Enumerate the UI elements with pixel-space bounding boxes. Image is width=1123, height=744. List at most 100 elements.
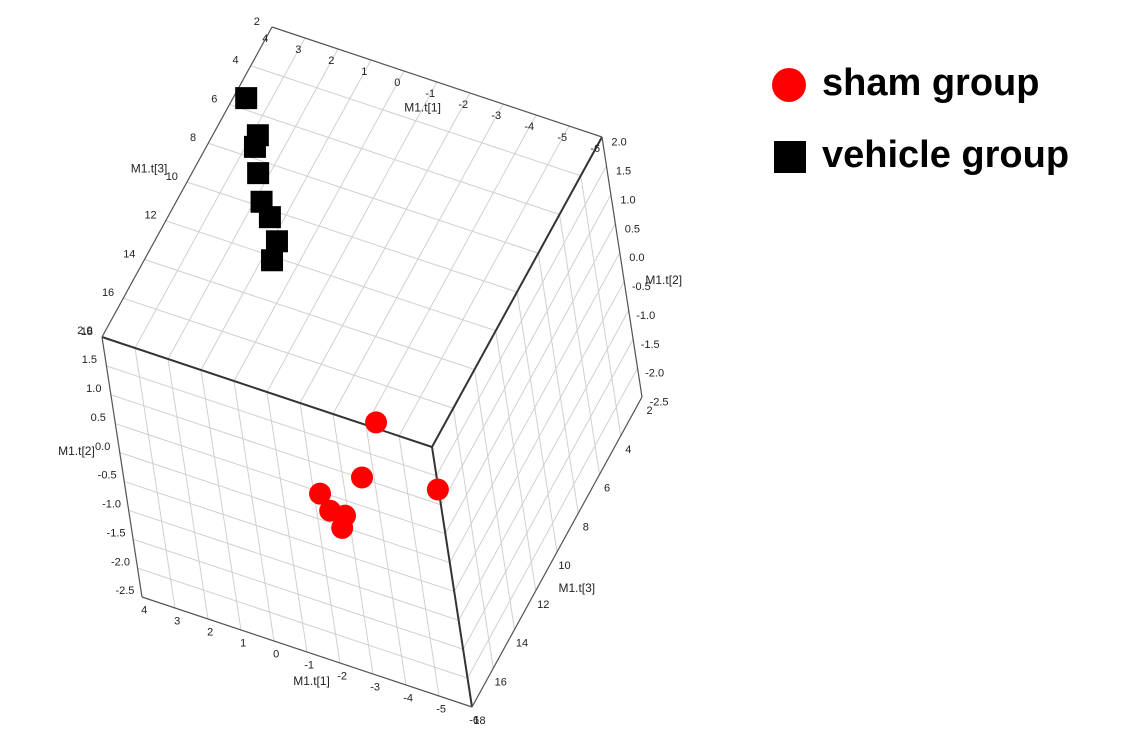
tick-label: 10: [166, 171, 178, 183]
axis-title: M1.t[3]: [558, 581, 595, 595]
tick-label: -2.0: [111, 556, 130, 568]
tick-label: -1.0: [102, 499, 121, 511]
grid-line: [200, 369, 242, 631]
tick-label: 0.5: [625, 223, 640, 235]
tick-label: -2.5: [115, 585, 134, 597]
tick-label: 0.5: [91, 412, 106, 424]
tick-label: 2.0: [611, 137, 626, 149]
box-edge: [471, 396, 643, 708]
data-point: [243, 135, 266, 158]
tick-label: 2: [328, 55, 334, 67]
grid-line: [559, 214, 600, 475]
tick-label: 0.0: [629, 252, 644, 264]
grid-line: [137, 567, 468, 679]
grid-line: [516, 291, 558, 553]
tick-label: 0.0: [95, 441, 110, 453]
grid-line: [110, 394, 442, 506]
tick-label: 10: [558, 560, 570, 572]
tick-label: 18: [81, 326, 93, 338]
grid-line: [167, 358, 209, 620]
tick-label: 8: [190, 132, 196, 144]
tick-label: 2: [207, 627, 213, 639]
tick-label: -1.0: [636, 310, 655, 322]
tick-label: 6: [211, 93, 217, 105]
tick-label: 1: [240, 638, 246, 650]
tick-label: -2.5: [650, 397, 669, 409]
data-point: [365, 411, 388, 434]
tick-label: 2.0: [77, 325, 92, 337]
tick-label: 12: [144, 210, 156, 222]
tick-label: 6: [604, 483, 610, 495]
grid-line: [474, 369, 515, 630]
tick-label: -6: [590, 143, 600, 155]
tick-label: -3: [370, 682, 380, 694]
legend-label: vehicle group: [822, 134, 1069, 176]
tick-label: 1.5: [616, 165, 631, 177]
tick-label: -6: [469, 715, 479, 727]
grid-line: [250, 65, 581, 177]
tick-label: -2.0: [645, 368, 664, 380]
tick-label: 14: [516, 638, 528, 650]
tick-label: 0: [394, 77, 400, 89]
grid-line: [119, 452, 450, 564]
tick-label: 4: [262, 33, 268, 45]
grid-line: [165, 220, 496, 332]
grid-line: [458, 310, 630, 621]
grid-line: [398, 435, 440, 697]
grid-line: [124, 480, 455, 592]
grid-line: [537, 253, 579, 514]
tick-label: 1: [361, 66, 367, 78]
tick-label: -0.5: [98, 470, 117, 482]
grid-line: [134, 347, 176, 609]
tick-label: 8: [583, 521, 589, 533]
grid-line: [444, 223, 616, 534]
tick-label: 16: [102, 287, 114, 299]
tick-label: 4: [625, 444, 631, 456]
tick-label: -1: [304, 660, 314, 672]
grid-line: [453, 281, 625, 592]
tick-label: 3: [174, 616, 180, 628]
data-point: [261, 249, 284, 272]
tick-label: -4: [524, 121, 534, 133]
tick-label: 0: [273, 649, 279, 661]
grid-line: [106, 365, 437, 477]
tick-label: 1.5: [82, 354, 97, 366]
tick-label: 18: [473, 715, 485, 727]
tick-label: 16: [495, 676, 507, 688]
tick-label: -2: [458, 99, 468, 111]
grid-line: [495, 330, 537, 591]
tick-label: -0.5: [632, 281, 651, 293]
grid-line: [144, 259, 475, 370]
data-point: [235, 87, 258, 110]
grid-line: [266, 391, 308, 653]
data-point: [351, 466, 374, 489]
box-edge: [101, 26, 273, 338]
grid-line: [332, 413, 374, 675]
grid-line: [208, 142, 539, 254]
box-edge: [601, 136, 643, 398]
axis-title: M1.t[2]: [645, 273, 682, 287]
box-edge: [101, 336, 143, 598]
axis-title: M1.t[2]: [58, 444, 95, 458]
grid-line: [115, 423, 446, 535]
tick-label: 3: [295, 44, 301, 56]
grid-line: [467, 367, 638, 679]
grid-line: [580, 175, 622, 436]
legend-marker: [772, 68, 806, 102]
data-point: [426, 478, 449, 501]
grid-line: [233, 380, 275, 642]
axis-title: M1.t[1]: [404, 100, 441, 114]
box-edge: [271, 26, 603, 138]
grid-line: [436, 165, 607, 477]
grid-line: [132, 538, 464, 650]
labels: 4433221100-1-1-2-2-3-3-4-4-5-5-6-6224466…: [58, 16, 682, 727]
tick-label: -2: [337, 671, 347, 683]
tick-label: 4: [233, 55, 239, 67]
grid-line: [299, 402, 341, 664]
tick-label: -1.5: [641, 339, 660, 351]
tick-label: 4: [141, 605, 147, 617]
data-point: [265, 230, 288, 253]
grid-line: [440, 194, 612, 506]
tick-label: 2: [254, 16, 260, 28]
